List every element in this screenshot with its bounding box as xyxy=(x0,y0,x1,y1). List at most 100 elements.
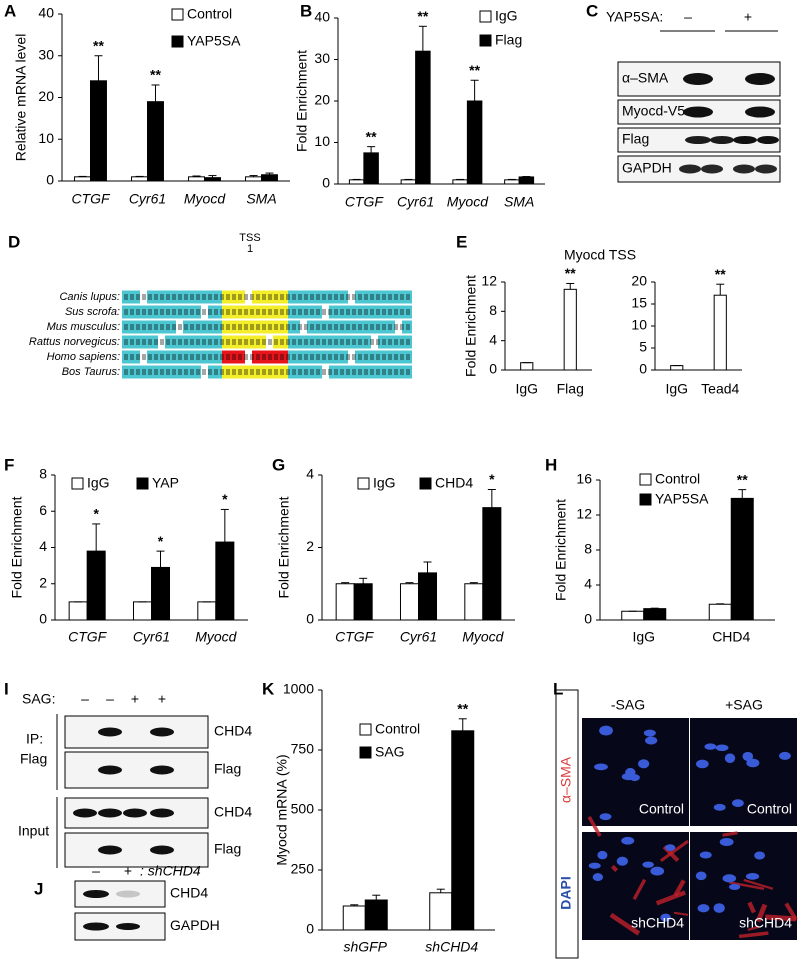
base xyxy=(238,324,242,330)
base xyxy=(184,324,188,330)
species-label: Homo sapiens: xyxy=(47,351,120,363)
nucleus xyxy=(616,856,628,866)
base xyxy=(244,354,248,360)
base xyxy=(160,354,164,360)
actin-fiber xyxy=(659,839,689,863)
stain-label: DAPI xyxy=(558,876,574,909)
actin-fiber xyxy=(673,911,689,916)
panel-letter: H xyxy=(545,455,557,474)
base xyxy=(382,294,386,300)
blot-band xyxy=(683,106,713,118)
base xyxy=(388,309,392,315)
base xyxy=(190,324,194,330)
base xyxy=(232,309,236,315)
panel-letter: B xyxy=(300,1,312,20)
base xyxy=(244,324,248,330)
tss-region xyxy=(222,320,288,334)
base xyxy=(274,354,278,360)
base xyxy=(394,309,398,315)
legend-swatch xyxy=(359,746,372,759)
stain-key-frame xyxy=(555,689,579,959)
panel-letter: A xyxy=(4,1,16,20)
base xyxy=(250,354,254,360)
base xyxy=(268,309,272,315)
base xyxy=(382,369,386,375)
base xyxy=(250,294,254,300)
bar xyxy=(68,601,88,621)
y-tick-label: 10 xyxy=(314,133,330,149)
base xyxy=(292,339,296,345)
legend-swatch xyxy=(71,477,84,490)
base xyxy=(280,294,284,300)
error-bar xyxy=(151,84,160,102)
base xyxy=(382,354,386,360)
blot-row-label: Myocd-V5 xyxy=(622,103,685,119)
base xyxy=(370,294,374,300)
mismatch xyxy=(395,320,402,334)
significance-label: ** xyxy=(417,8,428,24)
base xyxy=(346,309,350,315)
base xyxy=(358,354,362,360)
base xyxy=(292,354,296,360)
base xyxy=(148,354,152,360)
blot-band xyxy=(701,164,723,174)
bar xyxy=(364,899,388,931)
lane-label: + xyxy=(131,691,139,707)
base xyxy=(364,354,368,360)
base xyxy=(130,354,134,360)
base xyxy=(256,309,260,315)
base xyxy=(268,324,272,330)
base xyxy=(244,369,248,375)
base xyxy=(364,324,368,330)
legend-label: IgG xyxy=(495,8,518,24)
base xyxy=(130,339,134,345)
significance-label: ** xyxy=(93,37,104,53)
base xyxy=(394,339,398,345)
y-tick-label: 1000 xyxy=(283,681,314,697)
mismatch xyxy=(322,305,329,319)
y-tick-label: 12 xyxy=(576,506,592,522)
image-label: shCHD4 xyxy=(631,915,684,931)
legend-swatch xyxy=(639,493,652,506)
base xyxy=(202,294,206,300)
nucleus xyxy=(650,866,665,876)
mismatch xyxy=(201,365,208,379)
base xyxy=(208,339,212,345)
base xyxy=(370,369,374,375)
base xyxy=(250,339,254,345)
base xyxy=(310,369,314,375)
lane-label: – xyxy=(106,691,114,707)
blot-header: SAG: xyxy=(22,691,55,707)
blot-row-label: Flag xyxy=(214,841,241,857)
bar xyxy=(215,541,235,621)
bar xyxy=(482,507,502,621)
base xyxy=(214,294,218,300)
blot-band xyxy=(123,808,147,818)
blot-row-label: GAPDH xyxy=(622,160,672,176)
base xyxy=(400,369,404,375)
base xyxy=(370,309,374,315)
error-bar xyxy=(249,175,258,177)
base xyxy=(268,339,272,345)
base xyxy=(376,354,380,360)
base xyxy=(166,339,170,345)
mismatch xyxy=(201,305,208,319)
base xyxy=(238,369,242,375)
base xyxy=(388,369,392,375)
panel-letter: K xyxy=(262,679,275,698)
base xyxy=(142,339,146,345)
legend-label: SAG xyxy=(375,744,405,760)
base xyxy=(232,369,236,375)
base xyxy=(184,294,188,300)
base xyxy=(142,294,146,300)
nucleus xyxy=(697,904,710,913)
nucleus xyxy=(754,851,765,860)
bar xyxy=(713,294,727,371)
base xyxy=(130,294,134,300)
base xyxy=(124,309,128,315)
bar xyxy=(452,179,468,185)
base xyxy=(142,324,146,330)
micrograph xyxy=(690,718,797,826)
nucleus xyxy=(643,729,656,737)
